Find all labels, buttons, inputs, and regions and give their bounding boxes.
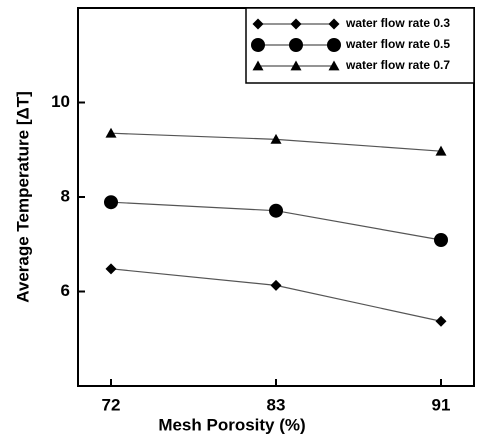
y-tick-label: 10 [51, 92, 70, 111]
marker [269, 203, 283, 218]
marker [435, 145, 447, 156]
legend-label: water flow rate 0.5 [345, 37, 450, 51]
marker [252, 60, 264, 71]
marker [435, 315, 447, 327]
y-axis-label: Average Temperature [ΔT] [13, 91, 32, 303]
legend-label: water flow rate 0.7 [345, 58, 450, 72]
marker [270, 279, 282, 291]
marker [251, 38, 265, 52]
marker [328, 60, 340, 71]
y-tick-label: 6 [61, 281, 70, 300]
marker [290, 18, 302, 30]
legend-label: water flow rate 0.3 [345, 16, 450, 30]
marker [104, 195, 118, 210]
marker [252, 18, 264, 30]
x-tick-label: 83 [267, 395, 286, 414]
x-axis-label: Mesh Porosity (%) [158, 415, 305, 434]
marker [105, 263, 117, 275]
marker [270, 133, 282, 144]
marker [289, 38, 303, 52]
y-tick-label: 8 [61, 186, 70, 205]
series-line [110, 268, 442, 322]
x-tick-label: 91 [432, 395, 451, 414]
marker [290, 60, 302, 71]
marker [327, 38, 341, 52]
marker [434, 232, 448, 247]
marker [105, 127, 117, 138]
marker [328, 18, 340, 30]
x-tick-label: 72 [102, 395, 121, 414]
